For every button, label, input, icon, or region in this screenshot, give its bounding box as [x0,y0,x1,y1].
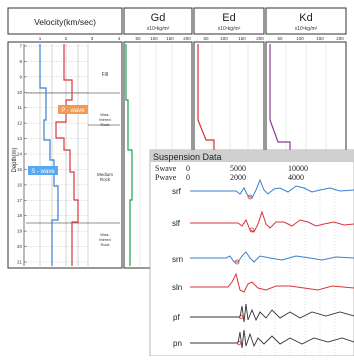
column-headers: Velocity(km/sec) Gd x10⁶kg/m² Ed x10⁶kg/… [7,7,347,35]
swave-tick-0: 0 [186,164,190,173]
pick-marker-pn [236,340,242,346]
v-tick-3: 3 [91,36,94,41]
kd-tick-3: 150 [316,36,324,41]
velocity-header: Velocity(km/sec) [34,17,96,27]
pwave-tick-4000: 4000 [288,173,304,182]
depth-tick-label: 17 [17,198,23,203]
kd-tick-4: 200 [336,36,344,41]
velocity-plot: P - wave S - wave Fill Wea-thered Rock Me… [26,44,120,266]
trace-srn [190,251,354,263]
depth-tick-label: 20 [17,244,23,249]
trace-label-sln: sln [172,283,182,292]
pick-marker-slf [249,227,255,233]
depth-tick-label: 13 [17,136,23,141]
depth-axis: Depth(m) 7 8 9 10 11 12 13 14 15 16 17 18 19 20 21 [12,44,27,266]
depth-tick-label: 14 [17,152,23,157]
pwave-label: Pwave [155,173,177,182]
trace-slf [190,210,354,233]
kd-header: Kd [299,12,312,24]
trace-srf [190,178,354,199]
layer-weathered-1: Wea-thered Rock [99,112,110,127]
trace-label-srn: srn [172,255,183,264]
swave-label: Swave [155,164,177,173]
pick-marker-srn [234,259,240,265]
gd-header: Gd [151,12,166,24]
s-wave-line [39,44,59,266]
trace-sln [190,272,354,293]
depth-tick-label: 19 [17,229,23,234]
gd-tick-2: 100 [150,36,158,41]
p-wave-label: P - wave [61,108,85,114]
depth-tick-label: 16 [17,182,23,187]
pwave-tick-2000: 2000 [230,173,246,182]
depth-tick-label: 15 [17,167,23,172]
gd-tick-1: 50 [135,36,141,41]
s-wave-label-box [28,166,58,175]
depth-tick-label: 10 [17,90,23,95]
kd-tick-1: 50 [277,36,283,41]
pick-marker-srf [247,194,253,200]
kd-unit: x10⁶kg/m² [295,26,318,32]
v-tick-2: 2 [65,36,68,41]
velocity-grid [26,44,89,266]
trace-label-pn: pn [173,339,182,348]
depth-tick-label: 7 [19,44,22,49]
pick-marker-pf [238,314,244,320]
ed-tick-1: 50 [203,36,209,41]
tick-scales: 1 2 3 4 50 100 150 200 50 100 150 200 50… [39,36,345,41]
ed-unit: x10⁶kg/m² [218,26,241,32]
layer-weathered-2: Wea-thered Rock [99,232,110,247]
pwave-tick-0: 0 [186,173,190,182]
depth-tick-label: 18 [17,213,23,218]
suspension-title: Suspension Data [153,152,222,162]
depth-axis-label: Depth(m) [12,147,18,172]
p-wave-line [55,44,79,266]
depth-tick-label: 21 [17,260,23,265]
kd-tick-2: 100 [296,36,304,41]
swave-tick-5000: 5000 [230,164,246,173]
ed-tick-4: 200 [256,36,264,41]
layer-medium: Medium Rock [97,172,113,182]
trace-label-slf: slf [172,219,181,228]
gd-unit: x10⁶kg/m² [147,26,170,32]
depth-tick-label: 9 [19,74,22,79]
depth-tick-label: 12 [17,121,23,126]
depth-tick-label: 8 [19,59,22,64]
depth-tick-label: 11 [17,105,22,110]
swave-tick-10000: 10000 [288,164,308,173]
ed-tick-2: 100 [220,36,228,41]
trace-label-srf: srf [172,187,182,196]
depth-tick-group: 7 8 9 10 11 12 13 14 15 16 17 18 19 20 21 [17,44,27,265]
gd-line [125,44,133,266]
trace-pf [190,303,354,323]
v-tick-1: 1 [39,36,42,41]
ed-tick-3: 150 [238,36,246,41]
gd-tick-3: 150 [166,36,174,41]
trace-label-pf: pf [173,313,180,322]
trace-pn [190,329,354,349]
suspension-panel: Suspension Data Swave Pwave 0 5000 10000… [149,149,354,357]
ed-header: Ed [222,12,235,24]
gd-tick-4: 200 [183,36,191,41]
v-tick-4: 4 [118,36,121,41]
p-wave-label-box [58,105,88,114]
s-wave-label: S - wave [31,169,55,175]
layer-fill: Fill [102,72,108,78]
